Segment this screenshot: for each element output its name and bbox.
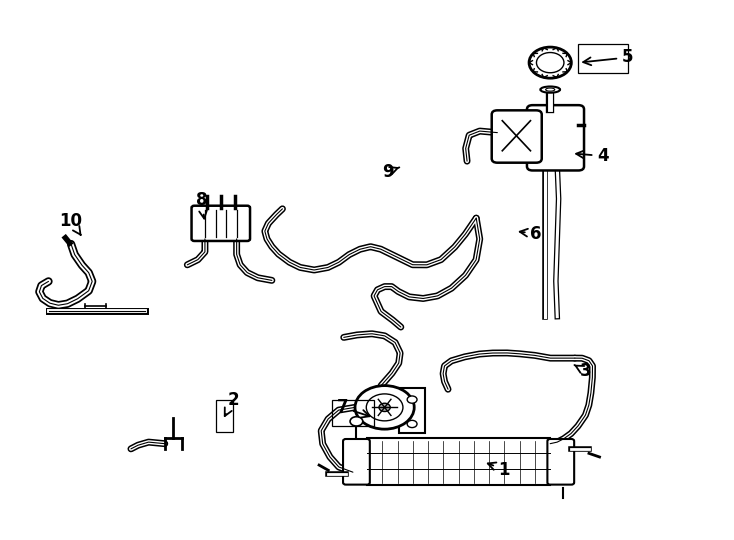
Text: 3: 3 [575,362,592,380]
Text: 1: 1 [488,461,510,478]
Bar [367,438,550,485]
FancyBboxPatch shape [343,439,370,484]
FancyBboxPatch shape [548,439,574,484]
Text: 4: 4 [576,147,609,165]
Circle shape [379,403,390,411]
Ellipse shape [545,88,555,91]
Text: 9: 9 [382,163,399,180]
Text: 8: 8 [196,191,207,219]
Text: 10: 10 [59,212,82,235]
Bar [578,44,628,73]
Circle shape [366,394,403,421]
FancyBboxPatch shape [492,110,542,163]
Ellipse shape [540,86,560,93]
Circle shape [537,52,564,73]
Circle shape [407,420,417,428]
Circle shape [529,47,571,78]
Text: 7: 7 [336,399,369,417]
Bar [399,388,426,433]
FancyBboxPatch shape [527,105,584,171]
Circle shape [350,417,363,426]
FancyBboxPatch shape [192,206,250,241]
Text: 5: 5 [583,49,633,66]
Text: 2: 2 [225,390,239,416]
Circle shape [407,396,417,403]
Circle shape [355,386,414,429]
Text: 6: 6 [520,225,542,242]
Bar [332,400,374,426]
Bar [216,400,233,432]
